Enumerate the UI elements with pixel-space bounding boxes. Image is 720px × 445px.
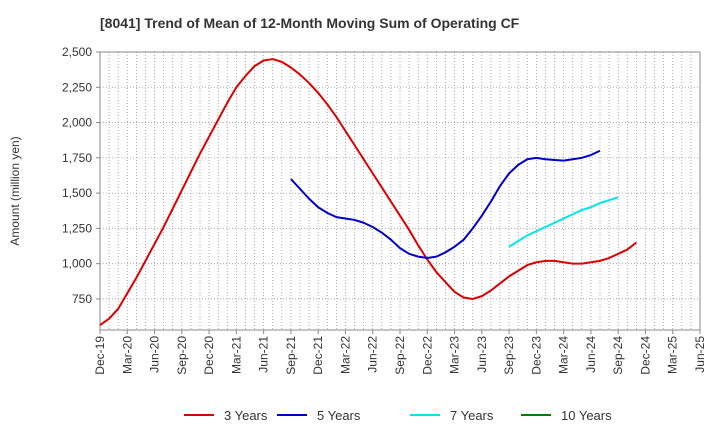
x-tick-label: Mar-23 — [448, 336, 462, 374]
y-tick-label: 1,750 — [62, 151, 92, 165]
series-line-7-years — [508, 196, 619, 248]
y-tick-label: 2,250 — [62, 80, 92, 94]
y-axis-ticks: 750 1,000 1,250 1,500 1,750 2,000 2,250 2,500 — [62, 45, 100, 306]
legend-label: 5 Years — [317, 408, 361, 423]
legend-label: 3 Years — [224, 408, 268, 423]
x-tick-label: Dec-20 — [202, 336, 216, 375]
series-line-3-years — [99, 58, 637, 326]
x-tick-label: Jun-21 — [257, 336, 271, 373]
y-tick-label: 750 — [72, 292, 92, 306]
series-layer — [99, 58, 637, 326]
x-tick-label: Sep-24 — [611, 336, 625, 375]
y-tick-label: 1,500 — [62, 186, 92, 200]
y-tick-label: 1,000 — [62, 257, 92, 271]
x-tick-label: Dec-23 — [529, 336, 543, 375]
x-tick-label: Jun-22 — [366, 336, 380, 373]
x-tick-label: Sep-21 — [284, 336, 298, 375]
x-tick-label: Dec-19 — [93, 336, 107, 375]
y-tick-label: 2,500 — [62, 45, 92, 59]
x-tick-label: Mar-24 — [557, 336, 571, 374]
x-tick-label: Mar-20 — [120, 336, 134, 374]
x-tick-label: Mar-21 — [229, 336, 243, 374]
x-tick-label: Sep-23 — [502, 336, 516, 375]
x-tick-label: Jun-20 — [148, 336, 162, 373]
x-tick-label: Jun-24 — [584, 336, 598, 373]
x-tick-label: Dec-22 — [420, 336, 434, 375]
legend-label: 7 Years — [450, 408, 494, 423]
grid-layer — [100, 52, 700, 330]
x-tick-label: Jun-25 — [693, 336, 707, 373]
x-tick-label: Sep-20 — [175, 336, 189, 375]
legend-label: 10 Years — [561, 408, 612, 423]
chart-title: [8041] Trend of Mean of 12-Month Moving … — [100, 15, 520, 31]
x-tick-label: Mar-25 — [666, 336, 680, 374]
x-tick-label: Dec-24 — [638, 336, 652, 375]
series-line-5-years — [290, 149, 601, 260]
x-tick-label: Mar-22 — [338, 336, 352, 374]
x-tick-label: Jun-23 — [475, 336, 489, 373]
x-axis-ticks: Dec-19 Mar-20 Jun-20 Sep-20 Dec-20 Mar-21 Jun-… — [93, 330, 707, 375]
x-tick-label: Sep-22 — [393, 336, 407, 375]
y-tick-label: 1,250 — [62, 221, 92, 235]
y-tick-label: 2,000 — [62, 116, 92, 130]
y-axis-label: Amount (million yen) — [8, 136, 22, 245]
x-tick-label: Dec-21 — [311, 336, 325, 375]
legend: 3 Years 5 Years 7 Years 10 Years — [184, 408, 612, 423]
